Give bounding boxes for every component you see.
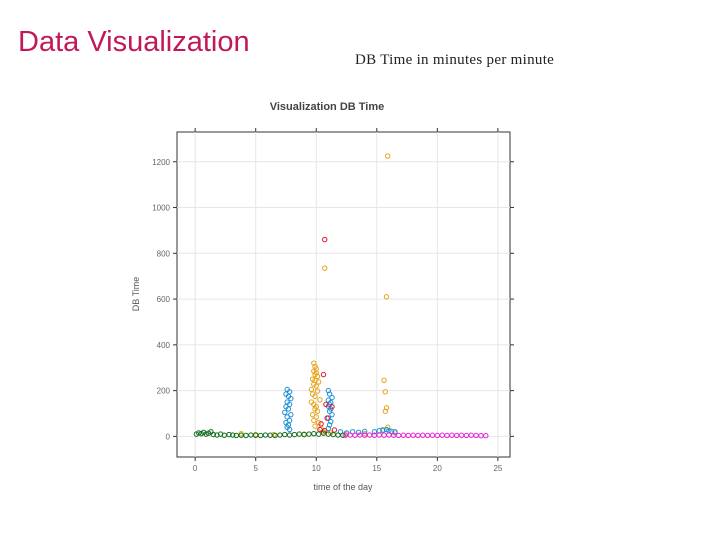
x-tick-label: 10: [312, 464, 321, 473]
data-point: [325, 387, 332, 394]
y-tick-label: 0: [166, 432, 171, 441]
slide-caption: DB Time in minutes per minute: [355, 52, 555, 68]
data-point: [312, 423, 318, 429]
data-point: [286, 426, 293, 433]
data-point: [282, 409, 288, 416]
y-tick-label: 1000: [152, 204, 170, 213]
data-point: [326, 391, 333, 397]
data-point: [309, 411, 316, 418]
data-point: [329, 411, 335, 418]
data-point: [322, 427, 328, 434]
x-tick-label: 5: [253, 464, 258, 473]
data-point: [326, 422, 333, 428]
y-tick-label: 400: [157, 341, 171, 350]
data-point: [312, 393, 318, 400]
data-point: [382, 408, 388, 414]
data-point: [355, 429, 362, 435]
data-point: [230, 432, 236, 438]
data-point: [323, 401, 329, 408]
axis-ticks: 0 5 10 15 20 25 0 200 400 600 800 1000 1200: [152, 128, 514, 473]
data-point: [383, 294, 390, 300]
data-point: [326, 408, 333, 414]
data-point: [313, 383, 319, 389]
data-point: [340, 432, 346, 438]
data-point: [311, 417, 317, 424]
data-point: [382, 389, 388, 395]
data-point: [203, 431, 209, 437]
data-point: [210, 431, 217, 438]
plot-frame: [176, 131, 511, 458]
data-point: [383, 405, 390, 411]
data-point: [380, 427, 386, 433]
data-point: [361, 428, 368, 435]
data-point: [322, 265, 328, 271]
data-point: [384, 153, 391, 159]
data-point: [196, 430, 202, 436]
data-point: [329, 403, 335, 410]
chart-title: Visualization DB Time: [270, 101, 385, 113]
data-point: [328, 418, 334, 425]
x-tick-label: 0: [193, 464, 198, 473]
data-point: [226, 431, 232, 438]
x-tick-label: 15: [372, 464, 381, 473]
data-point: [381, 377, 387, 384]
data-point: [214, 432, 220, 438]
data-point: [317, 397, 323, 403]
data-point: [371, 429, 378, 435]
y-axis-label: DB Time: [131, 277, 141, 312]
data-point: [325, 425, 332, 432]
data-point: [329, 394, 335, 401]
data-point: [271, 431, 277, 438]
x-tick-label: 25: [493, 464, 502, 473]
data-point: [314, 373, 321, 380]
data-point: [288, 395, 294, 402]
x-axis-label: time of the day: [313, 482, 373, 492]
y-tick-label: 1200: [152, 158, 170, 167]
data-point: [483, 433, 489, 439]
data-point: [392, 429, 398, 435]
data-point: [311, 360, 317, 366]
x-tick-label: 20: [433, 464, 442, 473]
data-point: [320, 430, 327, 436]
y-tick-label: 800: [157, 249, 171, 258]
y-tick-label: 600: [157, 295, 171, 304]
data-point: [388, 428, 395, 435]
data-point: [324, 415, 330, 421]
data-point: [238, 430, 244, 437]
gridlines: [177, 132, 510, 457]
data-points: [193, 153, 489, 439]
data-point: [314, 388, 321, 394]
data-point: [315, 379, 322, 385]
data-point: [314, 408, 321, 414]
data-point: [318, 421, 324, 427]
scatter-chart: Visualization DB Time 0 5 10 15 20 25 0 200 400 6…: [131, 101, 514, 492]
data-point: [285, 406, 292, 412]
y-tick-label: 200: [157, 387, 171, 396]
data-point: [315, 431, 322, 437]
data-point: [288, 411, 294, 418]
data-point: [361, 430, 368, 437]
data-point: [221, 432, 227, 438]
data-point: [284, 414, 290, 420]
data-point: [313, 414, 319, 420]
data-point: [320, 371, 327, 378]
data-point: [322, 236, 328, 243]
slide-title: Data Visualization: [18, 26, 250, 58]
